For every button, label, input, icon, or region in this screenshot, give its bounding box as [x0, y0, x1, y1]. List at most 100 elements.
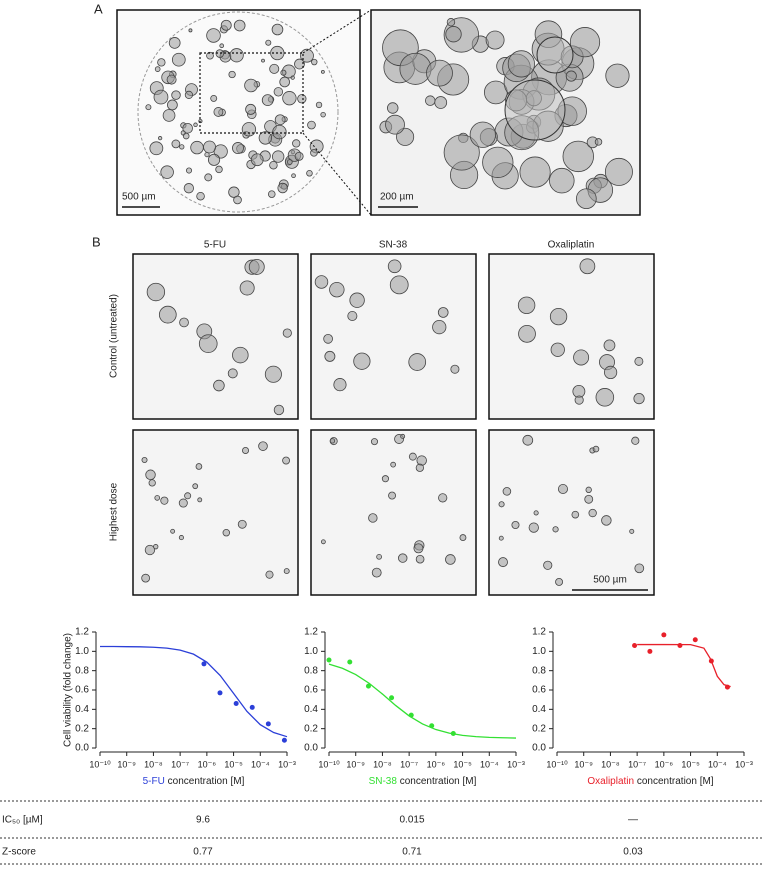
- x-tick-label: 10⁻⁹: [117, 759, 136, 769]
- organoid: [368, 513, 378, 523]
- zoom-line: [302, 132, 372, 216]
- organoid: [203, 140, 216, 154]
- organoid: [603, 339, 616, 352]
- panel-label: B: [92, 234, 101, 249]
- organoid: [192, 483, 199, 490]
- organoid: [562, 140, 594, 173]
- fit-curve: [100, 645, 288, 738]
- organoid: [533, 510, 539, 516]
- organoid: [141, 456, 148, 464]
- organoid: [179, 144, 185, 150]
- organoid: [310, 149, 318, 157]
- organoid: [498, 557, 508, 568]
- x-axis-label: 5-FU concentration [M]: [143, 776, 245, 787]
- organoid: [306, 170, 313, 177]
- organoid: [634, 563, 645, 574]
- table-cell: 0.015: [399, 815, 424, 826]
- organoid: [320, 70, 325, 74]
- organoid: [536, 36, 574, 74]
- organoid: [279, 76, 290, 88]
- organoid: [183, 183, 194, 194]
- y-tick-label: 1.2: [532, 627, 546, 638]
- organoid: [584, 494, 594, 504]
- organoid: [333, 378, 347, 392]
- table-cell: —: [628, 815, 638, 826]
- organoid: [519, 156, 551, 188]
- organoid: [408, 452, 417, 461]
- organoid: [425, 95, 436, 106]
- organoid: [229, 48, 244, 63]
- organoid: [171, 52, 186, 67]
- table-cell: 0.03: [623, 847, 643, 858]
- scale-label: 200 µm: [380, 192, 414, 203]
- organoid: [426, 59, 453, 87]
- organoid: [168, 37, 181, 49]
- organoid: [265, 570, 274, 579]
- organoid: [446, 18, 456, 27]
- organoid: [179, 317, 189, 328]
- x-axis-label: SN-38 concentration [M]: [369, 776, 477, 787]
- organoid: [286, 159, 293, 165]
- organoid: [184, 90, 193, 99]
- organoid: [182, 132, 190, 140]
- organoid: [272, 124, 287, 140]
- organoid: [271, 23, 284, 36]
- panel-label: A: [94, 1, 103, 16]
- organoid: [271, 150, 285, 163]
- organoid: [297, 94, 307, 104]
- organoid: [314, 275, 329, 289]
- organoid: [157, 136, 163, 141]
- organoid: [498, 501, 505, 508]
- x-tick-label: 10⁻⁶: [198, 759, 217, 769]
- organoid: [557, 483, 568, 494]
- organoid: [258, 441, 268, 451]
- x-axis-label-unit: concentration [M]: [637, 776, 714, 787]
- data-point: [347, 659, 353, 665]
- scale-label: 500 µm: [122, 192, 156, 203]
- organoid: [267, 190, 276, 198]
- data-point: [632, 643, 638, 649]
- organoid: [162, 109, 176, 122]
- organoid: [634, 356, 644, 366]
- organoid: [264, 365, 282, 383]
- organoid: [277, 182, 288, 194]
- organoid: [390, 461, 397, 468]
- zoom-box: [199, 52, 304, 134]
- organoid: [629, 528, 635, 534]
- x-tick-label: 10⁻³: [507, 759, 525, 769]
- organoid: [261, 94, 274, 107]
- organoid: [241, 122, 257, 137]
- organoid: [450, 364, 460, 374]
- organoid: [245, 103, 257, 115]
- organoid: [193, 122, 198, 128]
- organoid: [146, 282, 166, 302]
- organoid: [157, 58, 166, 67]
- organoid: [633, 393, 645, 405]
- organoid: [239, 280, 255, 296]
- data-point: [677, 643, 683, 649]
- organoid: [517, 296, 536, 315]
- zoom-line: [302, 9, 372, 54]
- organoid: [145, 104, 152, 111]
- organoid: [154, 495, 161, 501]
- data-point: [265, 721, 271, 727]
- organoid: [604, 157, 633, 186]
- y-tick-label: 0.8: [304, 665, 318, 676]
- organoid: [349, 292, 365, 308]
- y-tick-label: 0.2: [304, 723, 318, 734]
- organoid: [204, 173, 213, 182]
- organoid: [485, 30, 505, 50]
- organoid: [329, 438, 336, 444]
- organoid: [167, 99, 178, 111]
- data-point: [233, 701, 239, 707]
- organoid: [154, 66, 161, 72]
- micrograph: [488, 253, 655, 420]
- x-tick-label: 10⁻⁷: [628, 759, 646, 769]
- organoid: [631, 436, 640, 445]
- organoid: [232, 346, 249, 364]
- organoid: [415, 463, 424, 472]
- x-tick-label: 10⁻⁷: [400, 759, 418, 769]
- organoid: [273, 404, 285, 416]
- table-cell: 0.77: [193, 847, 213, 858]
- organoid: [522, 434, 534, 446]
